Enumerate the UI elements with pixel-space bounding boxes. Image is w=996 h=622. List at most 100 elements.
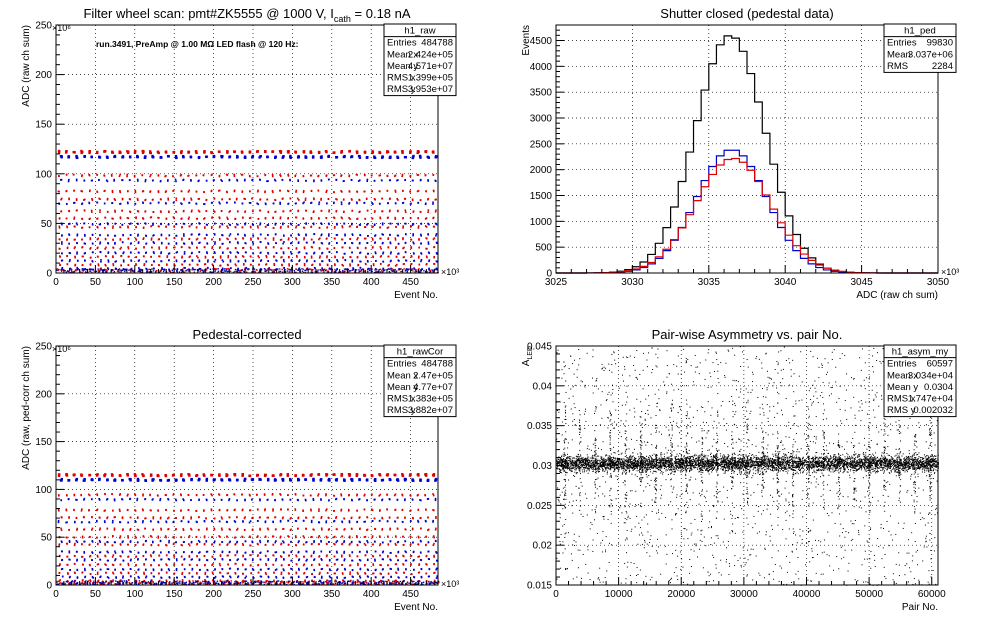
data-point [65,271,68,273]
data-point [76,233,79,236]
data-point [375,260,377,262]
data-point [83,198,86,201]
data-point [123,270,126,273]
data-point [413,242,415,245]
data-point [364,237,367,240]
data-point [197,256,199,259]
data-point [159,270,162,272]
data-point [321,528,323,531]
data-point [270,581,272,583]
data-point [103,202,106,205]
data-point [198,541,201,543]
data-point [211,271,213,273]
data-point [66,270,69,272]
data-point [135,521,137,523]
data-point [83,479,86,482]
data-point [81,508,83,511]
data-point [160,251,163,254]
data-point [119,189,121,192]
data-point [240,269,242,271]
data-point [367,234,369,237]
data-point [65,521,67,524]
data-point [226,494,229,496]
data-point [213,499,216,502]
data-point [340,582,343,585]
data-point [302,202,304,205]
data-point [226,247,229,250]
data-point [168,268,170,271]
data-point [340,149,344,153]
data-point [358,575,361,578]
data-point [229,224,231,226]
data-point [233,189,236,192]
data-point [90,179,93,182]
data-point [167,155,170,158]
data-point [321,242,324,245]
data-point [142,150,145,153]
data-point [272,543,275,546]
data-point [312,581,315,583]
data-point [371,217,374,220]
data-point [96,247,99,250]
data-point [69,252,71,255]
data-point [165,520,167,523]
data-point [112,255,114,258]
data-point [152,234,154,237]
data-point [107,268,110,271]
data-point [333,519,336,522]
data-point [333,247,336,250]
data-point [191,233,193,236]
data-point [60,198,62,201]
data-point [150,264,153,266]
data-point [343,552,345,554]
x-tick-label: 450 [402,277,419,288]
data-point [119,583,121,585]
data-point [241,191,244,193]
data-point [290,576,292,579]
data-point [76,582,78,585]
data-point [214,243,216,245]
data-point [121,498,124,501]
data-point [135,563,137,566]
data-point [280,175,282,177]
data-point [267,224,270,226]
data-point [172,216,175,219]
data-point [365,197,368,200]
data-point [218,247,221,249]
data-point [168,569,171,572]
data-point [397,234,400,237]
data-point [165,563,167,566]
data-point [416,190,419,193]
data-point [397,223,399,226]
data-point [229,251,232,254]
data-point [181,226,183,228]
data-point [264,237,267,240]
data-point [313,541,315,544]
data-point [320,517,323,520]
data-point [187,150,190,154]
data-point [297,209,300,212]
data-point [180,536,182,539]
data-point [374,267,377,270]
data-point [234,580,236,583]
data-point [303,563,306,566]
data-point [287,580,290,583]
data-point [144,558,147,561]
stats-label: Mean x [387,49,418,60]
data-point [317,494,319,497]
data-point [171,582,173,584]
data-point [355,201,358,204]
stats-label: RMS y [387,84,416,95]
data-point [127,543,130,546]
data-point [253,270,255,273]
data-point [344,268,347,271]
data-point [183,266,185,269]
data-point [112,579,115,582]
data-point [180,246,183,249]
data-point [68,223,70,225]
data-point [93,270,95,273]
data-point [221,259,224,262]
data-point [173,246,175,249]
data-point [88,509,90,511]
data-point [181,571,184,574]
